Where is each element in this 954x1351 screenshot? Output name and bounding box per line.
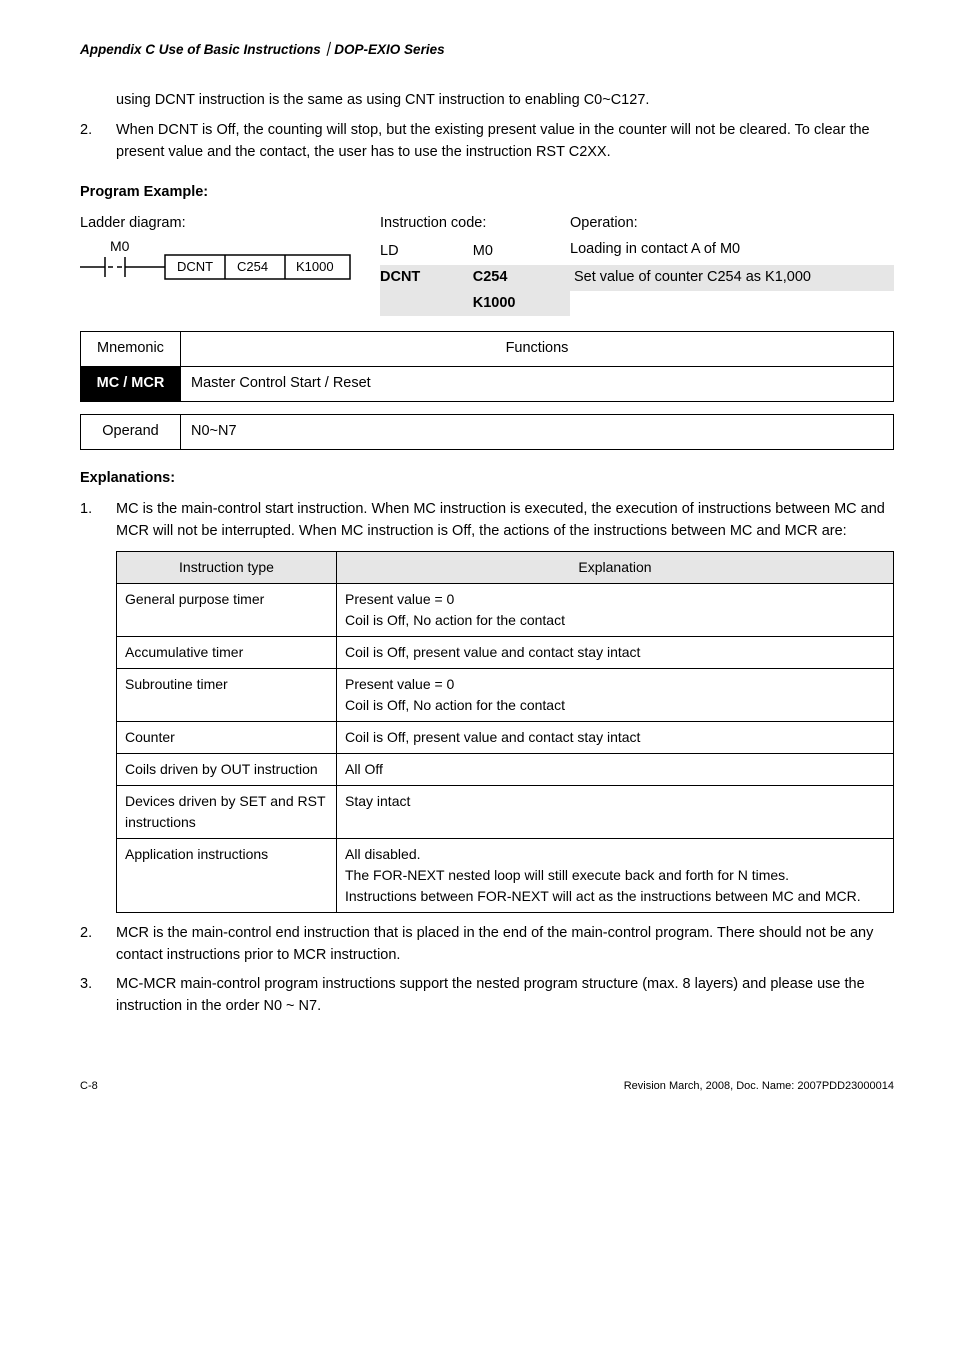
it-h2: Explanation xyxy=(337,551,894,583)
operand-table: Operand N0~N7 xyxy=(80,414,894,450)
instr-code-table: LD M0 DCNT C254 K1000 xyxy=(380,239,570,316)
mnemonic-table: Mnemonic Functions MC / MCR Master Contr… xyxy=(80,331,894,402)
mn-r1c2: Master Control Start / Reset xyxy=(181,367,894,402)
it-r4-c2: All Off xyxy=(337,753,894,785)
intro-item-2: 2. When DCNT is Off, the counting will s… xyxy=(80,120,894,164)
it-r4-c1: Coils driven by OUT instruction xyxy=(117,753,337,785)
mn-r1c1: MC / MCR xyxy=(81,367,181,402)
exp-item-2-text: MCR is the main-control end instruction … xyxy=(116,923,894,967)
ladder-c254: C254 xyxy=(237,259,268,274)
it-r6-c2: All disabled. The FOR-NEXT nested loop w… xyxy=(337,838,894,912)
it-r5-c1: Devices driven by SET and RST instructio… xyxy=(117,785,337,838)
exp-item-3-text: MC-MCR main-control program instructions… xyxy=(116,974,894,1018)
ladder-diagram-svg: M0 DCNT C254 K1000 xyxy=(80,237,360,292)
mn-h1: Mnemonic xyxy=(81,332,181,367)
intro-item-2-text: When DCNT is Off, the counting will stop… xyxy=(116,120,894,164)
it-r1-c1: Accumulative timer xyxy=(117,636,337,668)
instruction-type-table: Instruction type Explanation General pur… xyxy=(116,551,894,913)
footer-right: Revision March, 2008, Doc. Name: 2007PDD… xyxy=(624,1078,894,1095)
mn-h2: Functions xyxy=(181,332,894,367)
it-r2-c1: Subroutine timer xyxy=(117,668,337,721)
ladder-m0: M0 xyxy=(110,238,130,254)
it-r3-c1: Counter xyxy=(117,721,337,753)
intro-line1: using DCNT instruction is the same as us… xyxy=(116,90,894,112)
instr-code-label: Instruction code: xyxy=(380,213,570,235)
footer-left: C-8 xyxy=(80,1078,98,1095)
instr-r1c1: LD xyxy=(380,239,473,265)
op-line2: Set value of counter C254 as K1,000 xyxy=(570,265,894,291)
program-example-title: Program Example: xyxy=(80,182,894,204)
operand-c2: N0~N7 xyxy=(181,414,894,449)
ladder-k1000: K1000 xyxy=(296,259,334,274)
exp-item-2: 2. MCR is the main-control end instructi… xyxy=(80,923,894,967)
it-r6-c1: Application instructions xyxy=(117,838,337,912)
ladder-label: Ladder diagram: xyxy=(80,213,380,235)
op-label: Operation: xyxy=(570,213,894,235)
exp-item-1: 1. MC is the main-control start instruct… xyxy=(80,499,894,543)
it-r5-c2: Stay intact xyxy=(337,785,894,838)
it-r1-c2: Coil is Off, present value and contact s… xyxy=(337,636,894,668)
it-r2-c2: Present value = 0 Coil is Off, No action… xyxy=(337,668,894,721)
exp-num-2: 2. xyxy=(80,923,116,967)
ladder-dcnt: DCNT xyxy=(177,259,213,274)
instr-r2c2: C254 xyxy=(473,265,570,291)
num-2: 2. xyxy=(80,120,116,164)
it-r0-c1: General purpose timer xyxy=(117,583,337,636)
ladder-row: Ladder diagram: M0 DCNT C254 K1000 Instr… xyxy=(80,213,894,316)
op-line1: Loading in contact A of M0 xyxy=(570,239,894,261)
it-r0-c2: Present value = 0 Coil is Off, No action… xyxy=(337,583,894,636)
exp-item-3: 3. MC-MCR main-control program instructi… xyxy=(80,974,894,1018)
instr-r3c2: K1000 xyxy=(473,291,570,317)
explanations-title: Explanations: xyxy=(80,468,894,490)
exp-item-1-text: MC is the main-control start instruction… xyxy=(116,499,894,543)
it-h1: Instruction type xyxy=(117,551,337,583)
exp-num-3: 3. xyxy=(80,974,116,1018)
page-footer: C-8 Revision March, 2008, Doc. Name: 200… xyxy=(80,1078,894,1095)
page-header: Appendix C Use of Basic Instructions｜DOP… xyxy=(80,40,894,60)
instr-r2c1: DCNT xyxy=(380,265,473,291)
instr-r1c2: M0 xyxy=(473,239,570,265)
operand-c1: Operand xyxy=(81,414,181,449)
it-r3-c2: Coil is Off, present value and contact s… xyxy=(337,721,894,753)
exp-num-1: 1. xyxy=(80,499,116,543)
